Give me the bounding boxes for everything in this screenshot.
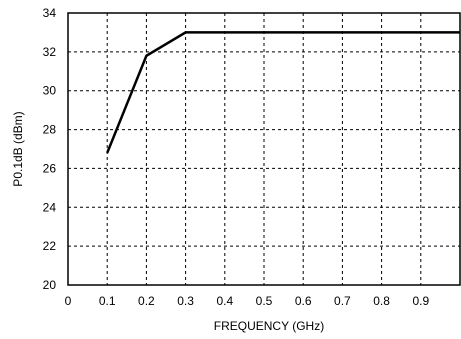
x-tick-labels: 0 0.1 0.2 0.3 0.4 0.5 0.6 0.7 0.8 0.9 [65, 294, 430, 308]
series-line [106, 31, 460, 154]
x-tick-label: 0.7 [334, 294, 351, 308]
y-axis-label: P0.1dB (dBm) [11, 111, 25, 186]
y-tick-label: 24 [43, 200, 57, 214]
x-tick-label: 0.2 [138, 294, 155, 308]
y-tick-labels: 20 22 24 26 28 30 32 34 [43, 6, 57, 292]
y-tick-label: 34 [43, 6, 57, 20]
x-tick-label: 0 [65, 294, 72, 308]
x-tick-label: 0.3 [177, 294, 194, 308]
plot-frame [67, 12, 461, 286]
x-tick-label: 0.1 [99, 294, 116, 308]
x-tick-label: 0.8 [373, 294, 390, 308]
grid [68, 13, 460, 285]
x-tick-label: 0.9 [412, 294, 429, 308]
y-tick-label: 30 [43, 84, 57, 98]
y-tick-label: 20 [43, 278, 57, 292]
series-layer [106, 31, 460, 154]
x-tick-label: 0.6 [295, 294, 312, 308]
y-tick-label: 32 [43, 45, 57, 59]
y-tick-label: 28 [43, 123, 57, 137]
x-tick-label: 0.4 [216, 294, 233, 308]
y-tick-label: 22 [43, 239, 57, 253]
x-axis-label: FREQUENCY (GHz) [214, 319, 324, 333]
y-tick-label: 26 [43, 161, 57, 175]
x-tick-label: 0.5 [256, 294, 273, 308]
